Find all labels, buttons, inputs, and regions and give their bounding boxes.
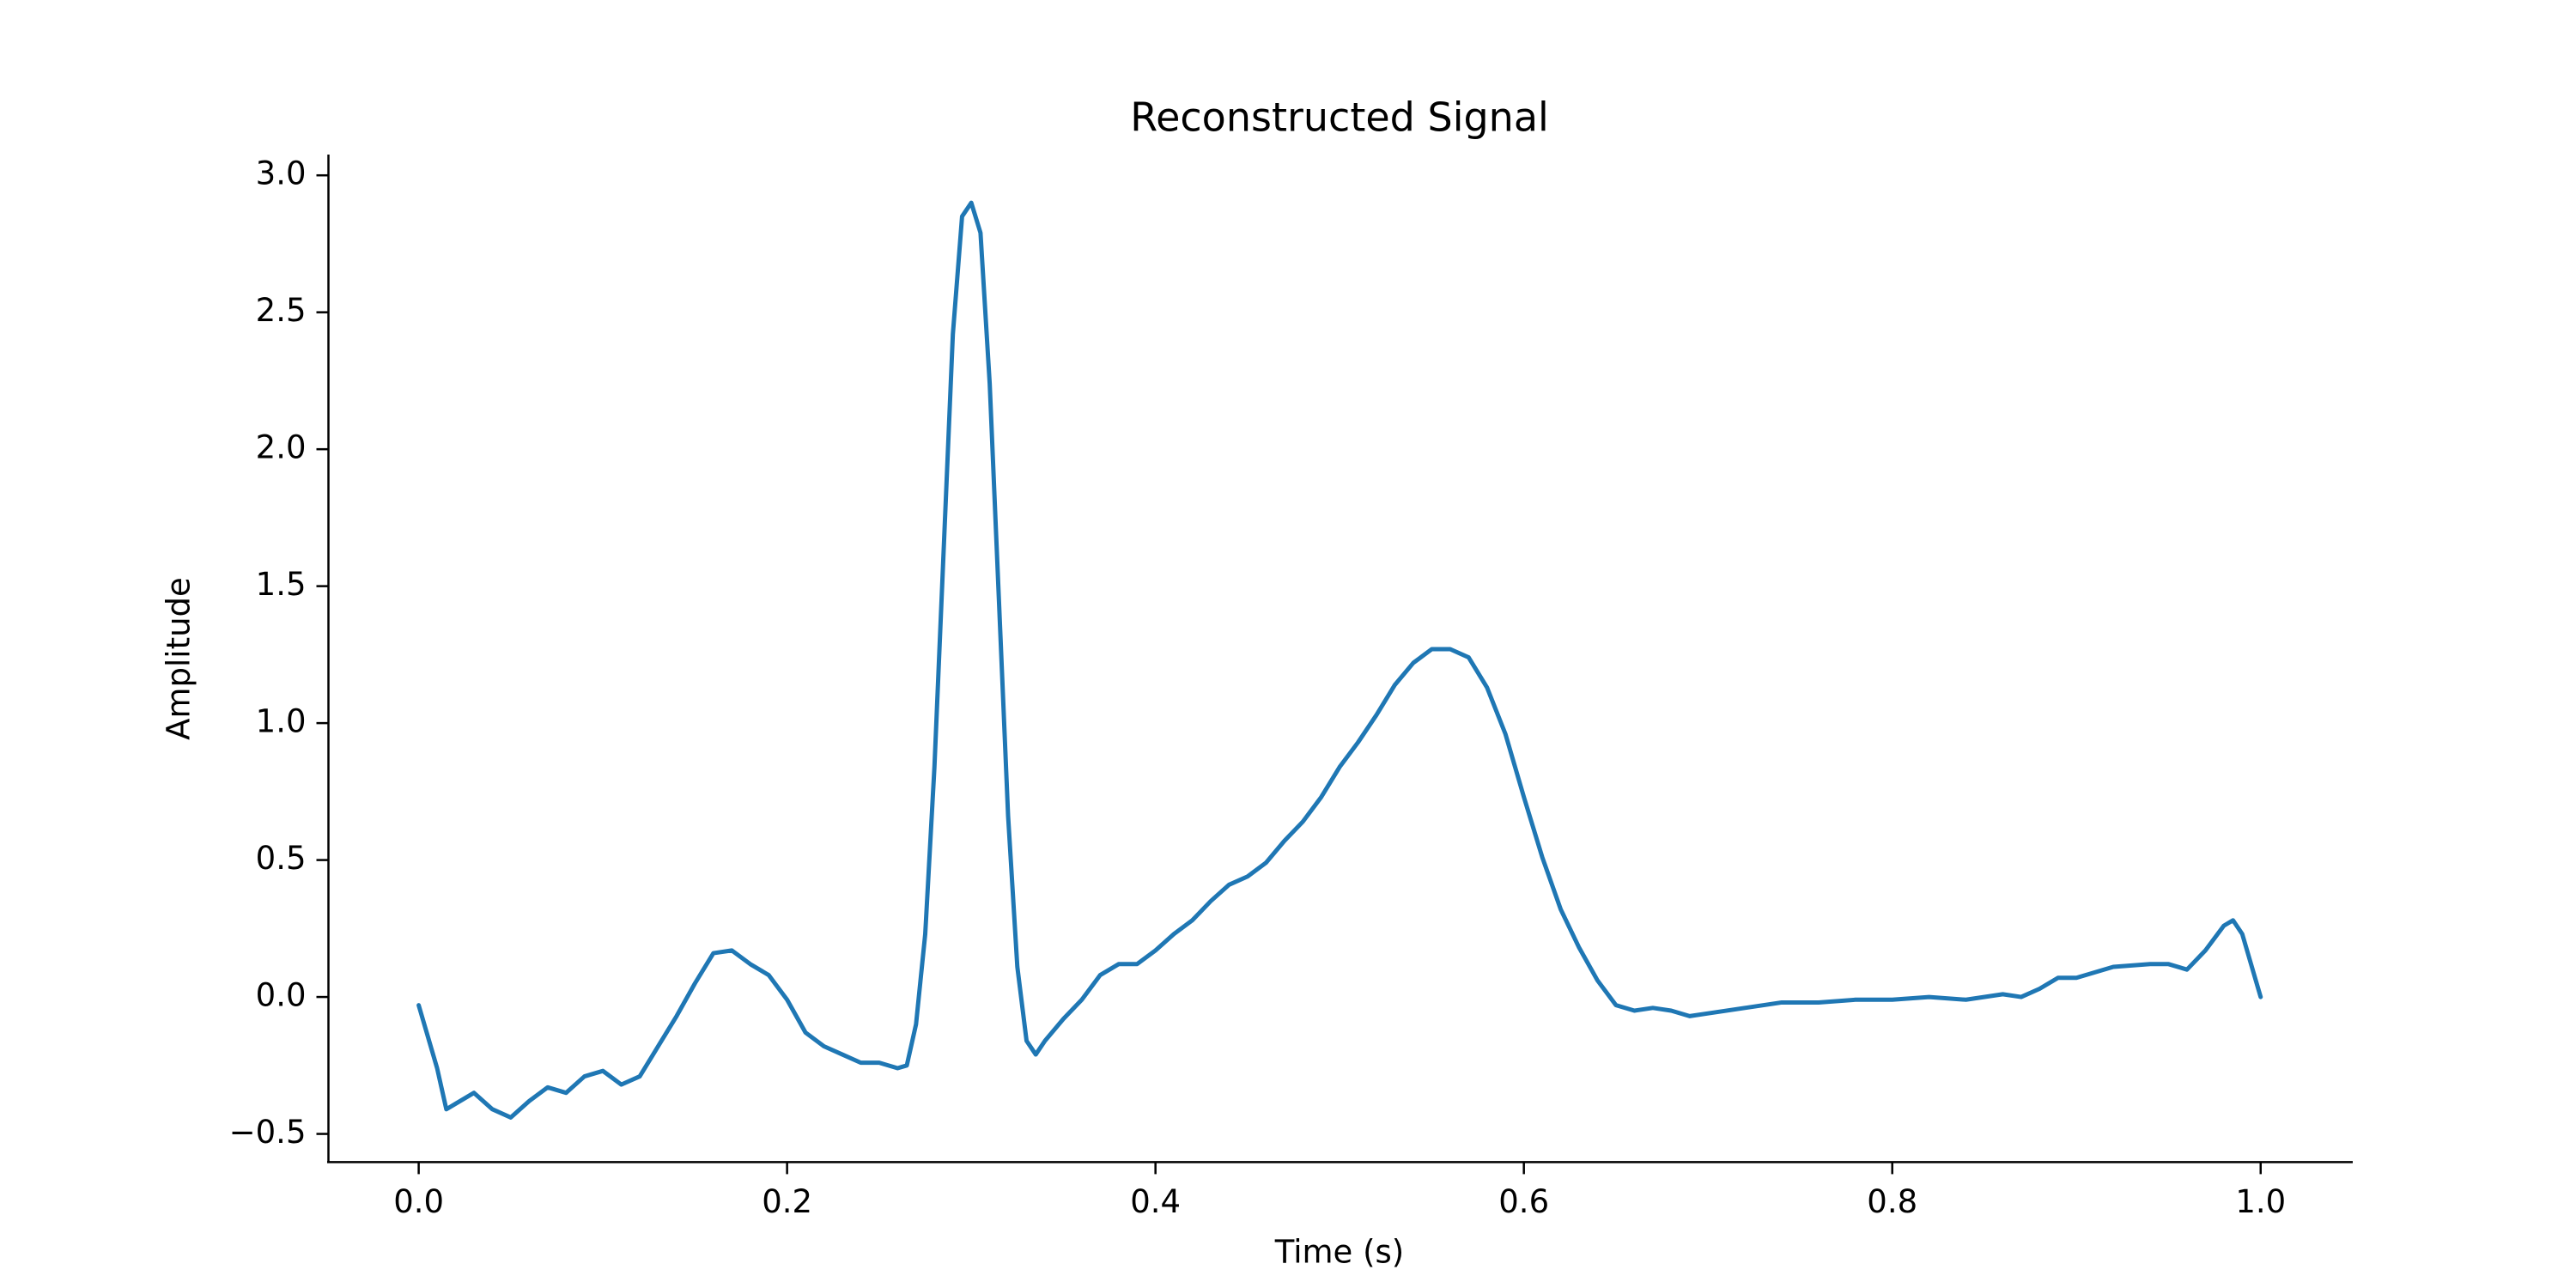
y-tick-label: 2.5 [256, 292, 307, 329]
y-tick-label: −0.5 [229, 1114, 307, 1151]
y-tick-label: 0.0 [256, 977, 307, 1014]
y-tick-label: 3.0 [256, 155, 307, 192]
y-tick-label: 1.0 [256, 703, 307, 740]
signal-line [416, 200, 2263, 1120]
chart-title: Reconstructed Signal [1130, 94, 1549, 141]
x-tick-label: 0.4 [1130, 1183, 1181, 1220]
x-tick-label: 0.0 [393, 1183, 444, 1220]
x-tick-label: 0.8 [1867, 1183, 1917, 1220]
x-tick-label: 0.6 [1498, 1183, 1549, 1220]
y-tick-label: 0.5 [256, 840, 307, 877]
x-tick-label: 0.2 [762, 1183, 812, 1220]
y-tick-label: 1.5 [256, 566, 307, 603]
y-tick-label: 2.0 [256, 429, 307, 466]
y-axis-label: Amplitude [161, 577, 197, 740]
x-axis-label: Time (s) [1274, 1234, 1404, 1271]
x-tick-label: 1.0 [2235, 1183, 2286, 1220]
